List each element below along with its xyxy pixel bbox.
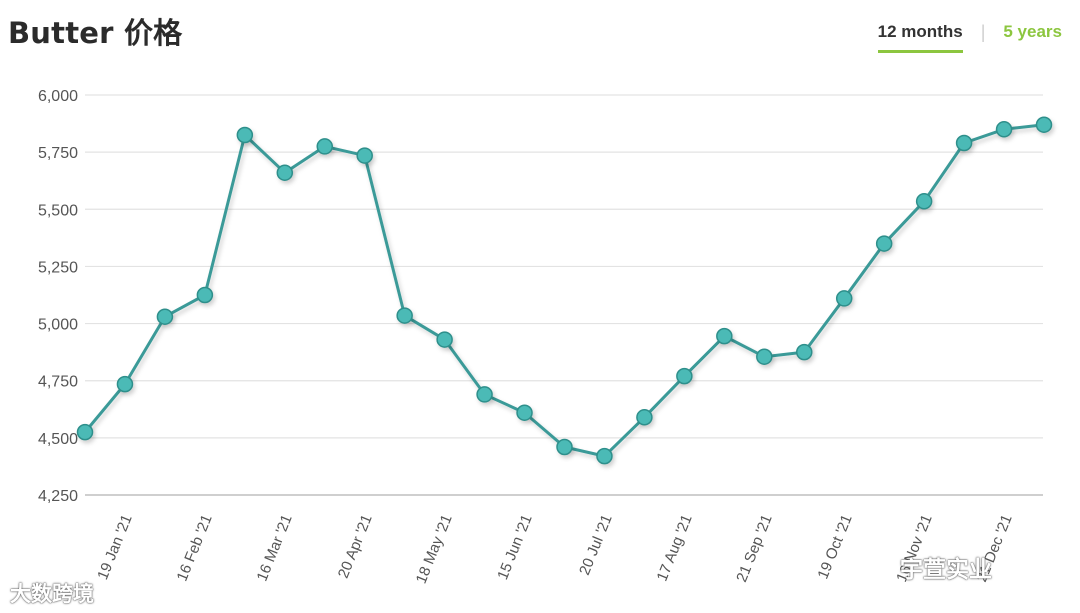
page-title: Butter 价格 — [8, 16, 183, 50]
series-line-layer — [83, 123, 1045, 458]
data-point[interactable] — [915, 193, 933, 210]
data-point[interactable] — [316, 138, 333, 155]
series-markers — [76, 116, 1053, 465]
x-axis-tick-labels: 19 Jan '21 16 Feb '21 16 Mar '21 20 Apr '21… — [94, 512, 1016, 586]
x-tick-label: 17 Aug '21 — [654, 512, 696, 584]
series-line — [83, 123, 1045, 458]
tab-separator: | — [980, 22, 986, 42]
y-tick-label: 5,250 — [38, 259, 78, 276]
y-tick-label: 5,000 — [38, 317, 78, 334]
y-tick-label: 6,000 — [38, 88, 78, 105]
grid-lines — [85, 94, 1043, 496]
y-tick-label: 4,500 — [38, 431, 78, 448]
data-point[interactable] — [76, 423, 94, 441]
x-tick-label: 21 Sep '21 — [733, 512, 775, 584]
y-tick-label: 5,500 — [38, 202, 78, 219]
y-tick-label: 4,250 — [38, 488, 78, 505]
y-tick-label: 5,750 — [38, 145, 78, 162]
data-point[interactable] — [596, 447, 613, 465]
x-tick-label: 16 Feb '21 — [174, 512, 216, 584]
data-point[interactable] — [116, 375, 134, 393]
period-tabs: 12 months | 5 years — [877, 22, 1062, 53]
tab-5-years[interactable]: 5 years — [1003, 22, 1062, 41]
x-tick-label: 19 Oct '21 — [815, 512, 856, 581]
data-point[interactable] — [436, 331, 453, 348]
data-point[interactable] — [955, 134, 973, 152]
data-point[interactable] — [276, 164, 294, 181]
data-point[interactable] — [236, 126, 254, 144]
data-point[interactable] — [676, 367, 693, 385]
data-point[interactable] — [396, 307, 413, 324]
data-point[interactable] — [516, 404, 533, 421]
data-point[interactable] — [796, 343, 813, 361]
tab-12-months[interactable]: 12 months — [877, 22, 963, 53]
data-point[interactable] — [196, 286, 214, 304]
x-tick-label: 15 Jun '21 — [494, 512, 536, 582]
x-tick-label: 19 Jan '21 — [94, 512, 136, 582]
y-axis-tick-labels: 6,000 5,750 5,500 5,250 5,000 4,750 4,500 4,250 — [38, 88, 78, 505]
x-tick-label: 18 May '21 — [413, 512, 456, 586]
data-point[interactable] — [716, 327, 733, 345]
y-tick-label: 4,750 — [38, 374, 78, 391]
data-point[interactable] — [636, 409, 653, 426]
data-point[interactable] — [756, 348, 773, 365]
data-point[interactable] — [1035, 116, 1053, 133]
data-point[interactable] — [835, 290, 853, 307]
watermark-left: 大数跨境 — [10, 582, 94, 606]
data-point[interactable] — [156, 308, 174, 325]
data-point[interactable] — [476, 386, 493, 403]
data-point[interactable] — [556, 438, 573, 456]
x-tick-label: 20 Apr '21 — [335, 512, 376, 581]
x-tick-label: 16 Mar '21 — [254, 512, 296, 584]
watermark-right: 宇萱实业 — [900, 557, 992, 583]
data-point[interactable] — [875, 235, 893, 252]
data-point[interactable] — [995, 121, 1013, 138]
x-tick-label: 20 Jul '21 — [576, 512, 616, 577]
data-point[interactable] — [356, 147, 373, 164]
